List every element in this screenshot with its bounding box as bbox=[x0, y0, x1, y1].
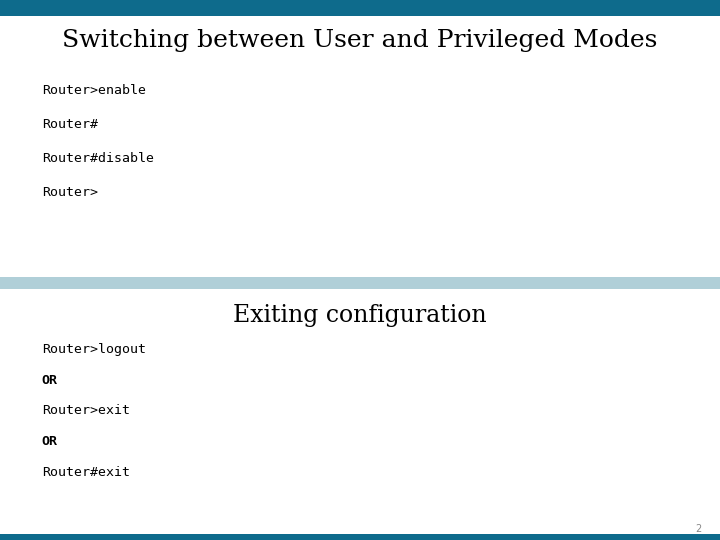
Text: Switching between User and Privileged Modes: Switching between User and Privileged Mo… bbox=[63, 29, 657, 52]
Text: Router>enable: Router>enable bbox=[42, 84, 145, 97]
Text: Exiting configuration: Exiting configuration bbox=[233, 305, 487, 327]
Bar bbox=[0, 277, 720, 289]
Text: OR: OR bbox=[42, 435, 58, 448]
Text: Router#disable: Router#disable bbox=[42, 152, 154, 165]
Text: Router>logout: Router>logout bbox=[42, 343, 145, 356]
Text: Router>: Router> bbox=[42, 186, 98, 199]
Bar bbox=[0, 534, 720, 540]
Text: Router#exit: Router#exit bbox=[42, 466, 130, 479]
Text: Router#: Router# bbox=[42, 118, 98, 131]
Text: OR: OR bbox=[42, 374, 58, 387]
Bar bbox=[0, 0, 720, 16]
Text: Router>exit: Router>exit bbox=[42, 404, 130, 417]
Text: 2: 2 bbox=[696, 524, 702, 534]
